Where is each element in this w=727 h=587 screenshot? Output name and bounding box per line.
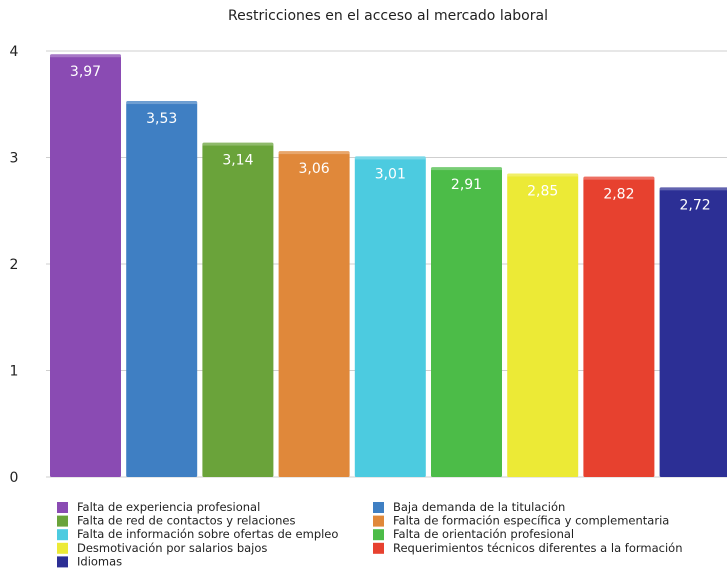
bar-value-label: 3,14: [222, 153, 253, 169]
legend-label: Falta de información sobre ofertas de em…: [77, 527, 338, 541]
chart-title: Restricciones en el acceso al mercado la…: [228, 8, 548, 24]
y-tick-label: 3: [10, 151, 19, 167]
legend-swatch: [57, 556, 68, 568]
bar: [354, 156, 426, 477]
bar-highlight: [202, 142, 274, 146]
bar-value-label: 3,06: [299, 161, 330, 177]
legend-label: Requerimientos técnicos diferentes a la …: [393, 541, 682, 555]
legend-swatch: [57, 529, 68, 541]
legend-label: Falta de red de contactos y relaciones: [77, 514, 295, 528]
bar-value-label: 3,97: [70, 64, 101, 80]
bar-value-label: 2,82: [603, 187, 634, 203]
bar-highlight: [354, 156, 426, 160]
bar: [507, 173, 579, 477]
bar-highlight: [431, 167, 502, 171]
bar-value-label: 2,85: [527, 183, 558, 199]
bar: [126, 101, 198, 478]
bar-highlight: [278, 151, 350, 155]
legend-swatch: [373, 502, 384, 513]
bar-value-label: 3,01: [375, 166, 406, 182]
bar-value-label: 2,91: [451, 177, 482, 193]
legend: Falta de experiencia profesional Baja dem…: [57, 500, 682, 568]
legend-label: Desmotivación por salarios bajos: [77, 541, 267, 555]
bar-highlight: [583, 176, 655, 180]
legend-swatch: [373, 515, 384, 527]
y-tick-label: 4: [10, 44, 19, 60]
bar: [583, 176, 655, 478]
bar-highlight: [126, 101, 198, 105]
bars: [50, 54, 727, 478]
legend-label: Baja demanda de la titulación: [393, 500, 565, 514]
y-tick-label: 2: [10, 257, 19, 273]
legend-swatch: [57, 502, 68, 513]
legend-label: Falta de formación específica y compleme…: [393, 514, 669, 528]
bar: [50, 54, 121, 477]
bar-highlight: [659, 187, 727, 191]
y-tick-label: 1: [10, 364, 19, 380]
legend-swatch: [57, 542, 68, 554]
legend-swatch: [373, 542, 384, 554]
bar-value-labels: 3,97 3,53 3,14 3,06 3,01 2,91 2,85 2,82 2,72: [70, 64, 711, 213]
bar-highlight: [507, 173, 579, 177]
bar-highlight: [50, 54, 121, 58]
bar: [278, 151, 350, 478]
legend-label: Falta de experiencia profesional: [77, 500, 260, 514]
bar: [431, 167, 502, 477]
bar-value-label: 2,72: [680, 197, 711, 213]
bar-value-label: 3,53: [146, 111, 177, 127]
legend-swatch: [373, 529, 384, 541]
legend-swatch: [57, 515, 68, 527]
y-axis-ticks: 0 1 2 3 4: [10, 44, 19, 486]
legend-label: Idiomas: [77, 554, 122, 568]
bar: [659, 187, 727, 477]
legend-label: Falta de orientación profesional: [393, 527, 574, 541]
y-tick-label: 0: [10, 470, 19, 486]
bar: [202, 142, 274, 477]
